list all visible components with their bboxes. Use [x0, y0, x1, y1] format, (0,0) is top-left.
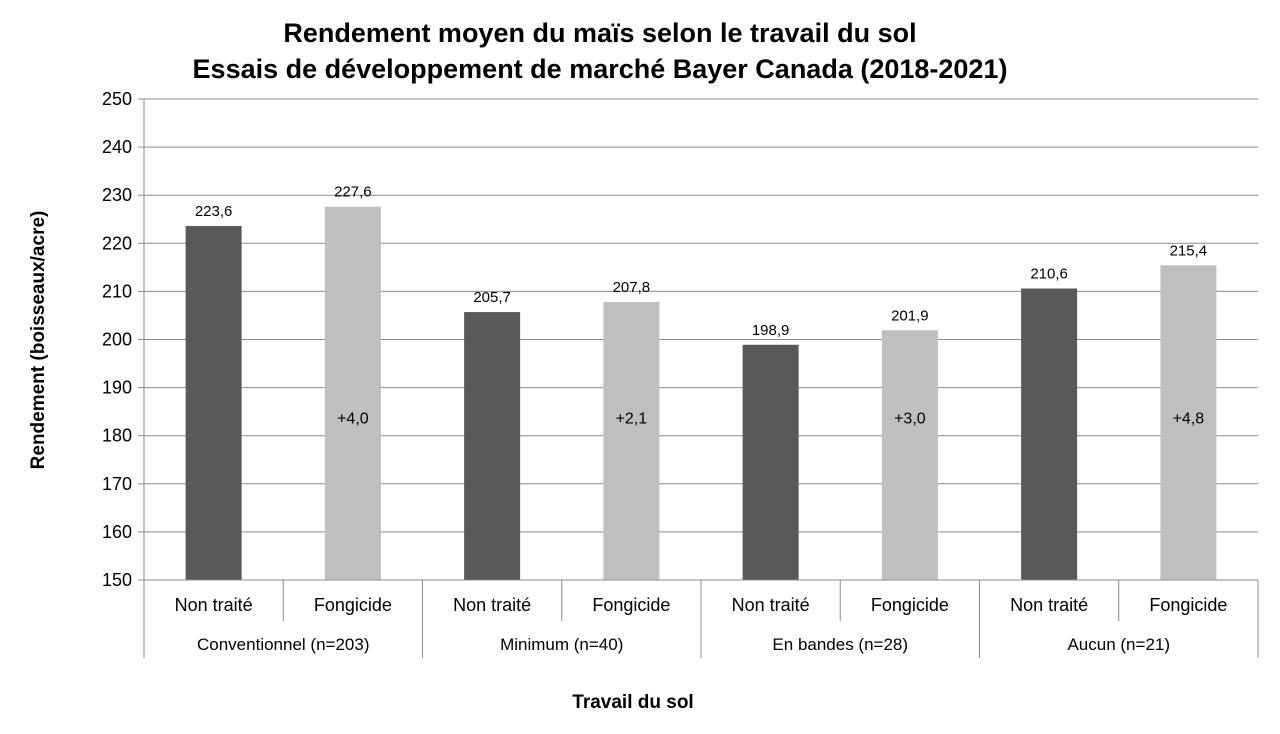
data-label: 198,9	[752, 322, 790, 339]
axes	[138, 98, 1259, 658]
category-label: Fongicide	[592, 595, 670, 615]
y-axis-title: Rendement (boisseaux/acre)	[28, 211, 49, 470]
category-label: Non traité	[732, 595, 810, 615]
y-tick-label: 200	[102, 330, 132, 350]
y-tick-label: 250	[102, 89, 132, 109]
y-tick-label: 150	[102, 570, 132, 590]
chart-subtitle: Essais de développement de marché Bayer …	[193, 54, 1008, 84]
bar	[1021, 288, 1078, 580]
data-label: 207,8	[613, 279, 651, 296]
bar	[881, 330, 938, 580]
group-label: En bandes (n=28)	[772, 635, 908, 654]
y-tick-label: 190	[102, 378, 132, 398]
bar	[324, 206, 381, 580]
y-tick-label: 180	[102, 426, 132, 446]
y-tick-label: 170	[102, 474, 132, 494]
data-label: 205,7	[473, 289, 511, 306]
bar	[464, 312, 521, 580]
chart-title: Rendement moyen du maïs selon le travail…	[283, 18, 916, 48]
group-label: Conventionnel (n=203)	[197, 635, 369, 654]
category-label: Fongicide	[871, 595, 949, 615]
group-label: Minimum (n=40)	[500, 635, 623, 654]
y-tick-label: 240	[102, 137, 132, 157]
category-label: Non traité	[1010, 595, 1088, 615]
gridlines	[144, 98, 1258, 533]
data-label: 210,6	[1030, 266, 1068, 283]
data-label: 215,4	[1170, 242, 1208, 259]
bar	[603, 301, 660, 580]
bar	[742, 344, 799, 580]
labels: 150 160 170 180 190 200 210 220 230 240 250 223,6 No…	[102, 89, 1227, 654]
category-label: Non traité	[453, 595, 531, 615]
y-tick-label: 220	[102, 233, 132, 253]
y-tick-label: 230	[102, 185, 132, 205]
category-label: Fongicide	[1149, 595, 1227, 615]
category-label: Fongicide	[314, 595, 392, 615]
bar	[185, 225, 242, 580]
difference-label: +3,0	[894, 411, 926, 428]
y-tick-label: 210	[102, 281, 132, 301]
bars	[185, 206, 1217, 580]
group-label: Aucun (n=21)	[1067, 635, 1170, 654]
x-axis-title: Travail du sol	[572, 692, 693, 713]
difference-label: +4,8	[1173, 411, 1205, 428]
data-label: 201,9	[891, 307, 929, 324]
bar	[1160, 265, 1217, 580]
difference-label: +4,0	[337, 411, 369, 428]
y-tick-label: 160	[102, 522, 132, 542]
difference-label: +2,1	[616, 411, 648, 428]
data-label: 223,6	[195, 203, 233, 220]
category-label: Non traité	[175, 595, 253, 615]
data-label: 227,6	[334, 184, 372, 201]
